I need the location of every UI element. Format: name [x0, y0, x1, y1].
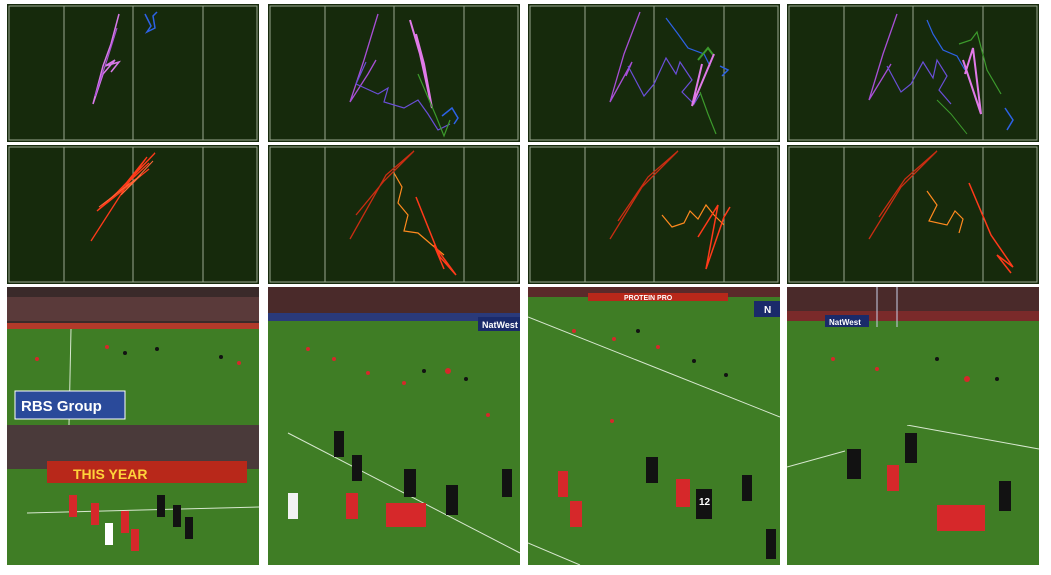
wide-match-photo: RBS Group: [7, 287, 259, 425]
panel-column-2: NatWest: [268, 4, 520, 565]
natwest-ad-text: NatWest: [829, 318, 861, 327]
trajectory-pitch-team-a: [7, 4, 259, 142]
trajectory-pitch-team-a: [528, 4, 780, 142]
wide-match-photo: NatWest: [787, 287, 1039, 425]
player-number: 12: [699, 497, 711, 508]
panel-column-3: PROTEIN PRO N 12: [528, 4, 780, 565]
partial-ad-text: N: [764, 305, 771, 316]
rbs-ad-text: RBS Group: [21, 398, 102, 415]
closeup-match-photo: 12: [528, 425, 780, 565]
panel-column-1: RBS Group THIS YEAR: [7, 4, 259, 565]
panel-column-4: NatWest: [787, 4, 1039, 565]
trajectory-pitch-team-a: [787, 4, 1039, 142]
natwest-ad-text: NatWest: [482, 320, 518, 330]
closeup-match-photo: [268, 425, 520, 565]
closeup-match-photo: [787, 425, 1039, 565]
protein-ad-text: PROTEIN PRO: [624, 295, 673, 302]
trajectory-pitch-team-b: [787, 145, 1039, 284]
wide-match-photo: PROTEIN PRO N: [528, 287, 780, 425]
closeup-match-photo: THIS YEAR: [7, 425, 259, 565]
trajectory-pitch-team-a: [268, 4, 520, 142]
trajectory-pitch-team-b: [268, 145, 520, 284]
trajectory-pitch-team-b: [528, 145, 780, 284]
trajectory-pitch-team-b: [7, 145, 259, 284]
wide-match-photo: NatWest: [268, 287, 520, 425]
this-year-ad-text: THIS YEAR: [73, 466, 147, 482]
